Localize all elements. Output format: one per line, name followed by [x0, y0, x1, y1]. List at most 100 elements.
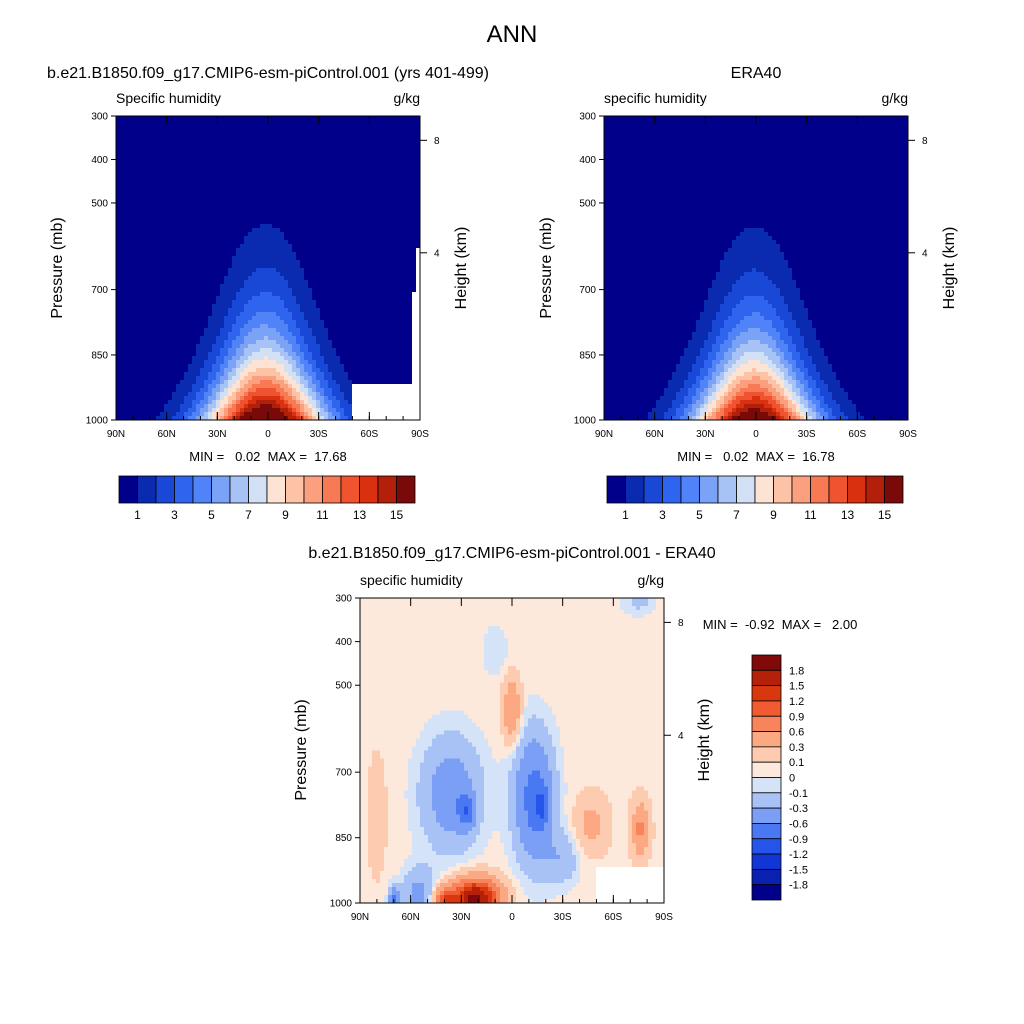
heatmap-cell [384, 144, 389, 149]
heatmap-cell [128, 236, 133, 241]
heatmap-cell [260, 272, 265, 277]
heatmap-cell [328, 304, 333, 309]
heatmap-cell [212, 280, 217, 285]
heatmap-cell [356, 164, 361, 169]
heatmap-cell [144, 256, 149, 261]
heatmap-cell [336, 244, 341, 249]
heatmap-cell [396, 292, 401, 297]
heatmap-cell [184, 320, 189, 325]
heatmap-cell [156, 224, 161, 229]
heatmap-cell [344, 368, 349, 373]
heatmap-cell [180, 168, 185, 173]
heatmap-cell [336, 264, 341, 269]
panel-model-plot [116, 116, 420, 420]
heatmap-cell [364, 292, 369, 297]
heatmap-cell [368, 248, 373, 253]
heatmap-cell [272, 272, 277, 277]
heatmap-cell [412, 244, 417, 249]
heatmap-cell [236, 256, 241, 261]
heatmap-cell [124, 236, 129, 241]
heatmap-cell [212, 328, 217, 333]
heatmap-cell [236, 196, 241, 201]
heatmap-cell [140, 192, 145, 197]
heatmap-cell [204, 332, 209, 337]
heatmap-cell [216, 296, 221, 301]
heatmap-cell [252, 136, 257, 141]
heatmap-cell [364, 164, 369, 169]
heatmap-cell [160, 328, 165, 333]
heatmap-cell [268, 188, 273, 193]
heatmap-cell [332, 220, 337, 225]
heatmap-cell [364, 304, 369, 309]
heatmap-cell [120, 316, 125, 321]
heatmap-cell [204, 308, 209, 313]
heatmap-cell [352, 348, 357, 353]
heatmap-cell [132, 364, 137, 369]
heatmap-cell [272, 224, 277, 229]
heatmap-cell [328, 160, 333, 165]
heatmap-cell [388, 180, 393, 185]
heatmap-cell [228, 260, 233, 265]
heatmap-cell [304, 276, 309, 281]
heatmap-cell [284, 368, 289, 373]
heatmap-cell [228, 272, 233, 277]
heatmap-cell [136, 224, 141, 229]
heatmap-cell [332, 336, 337, 341]
heatmap-cell [280, 288, 285, 293]
heatmap-cell [152, 164, 157, 169]
heatmap-cell [340, 212, 345, 217]
heatmap-cell [260, 276, 265, 281]
heatmap-cell [276, 280, 281, 285]
heatmap-cell [152, 152, 157, 157]
heatmap-cell [184, 120, 189, 125]
heatmap-cell [320, 228, 325, 233]
heatmap-cell [240, 144, 245, 149]
heatmap-cell [400, 176, 405, 181]
heatmap-cell [124, 348, 129, 353]
heatmap-cell [176, 204, 181, 209]
heatmap-cell [384, 164, 389, 169]
heatmap-cell [344, 340, 349, 345]
heatmap-cell [360, 176, 365, 181]
heatmap-cell [256, 288, 261, 293]
heatmap-cell [132, 116, 137, 121]
heatmap-cell [288, 204, 293, 209]
heatmap-cell [132, 284, 137, 289]
heatmap-cell [364, 144, 369, 149]
heatmap-cell [340, 136, 345, 141]
heatmap-cell [324, 204, 329, 209]
heatmap-cell [356, 340, 361, 345]
heatmap-cell [188, 280, 193, 285]
heatmap-cell [416, 268, 420, 273]
heatmap-cell [116, 340, 121, 345]
heatmap-cell [192, 180, 197, 185]
heatmap-cell [132, 124, 137, 129]
heatmap-cell [288, 140, 293, 145]
heatmap-cell [188, 156, 193, 161]
heatmap-cell [356, 248, 361, 253]
heatmap-cell [288, 188, 293, 193]
heatmap-cell [372, 220, 377, 225]
heatmap-cell [252, 280, 257, 285]
heatmap-cell [144, 120, 149, 125]
heatmap-cell [244, 128, 249, 133]
heatmap-cell [216, 124, 221, 129]
heatmap-cell [412, 240, 417, 245]
heatmap-cell [236, 164, 241, 169]
heatmap-cell [372, 244, 377, 249]
heatmap-cell [244, 264, 249, 269]
heatmap-cell [360, 284, 365, 289]
heatmap-cell [392, 352, 397, 357]
heatmap-cell [180, 188, 185, 193]
heatmap-cell [320, 116, 325, 121]
heatmap-cell [216, 132, 221, 137]
heatmap-cell [380, 256, 385, 261]
heatmap-cell [368, 320, 373, 325]
heatmap-cell [120, 296, 125, 301]
heatmap-cell [360, 236, 365, 241]
heatmap-cell [304, 280, 309, 285]
heatmap-cell [244, 144, 249, 149]
heatmap-cell [416, 176, 420, 181]
heatmap-cell [192, 292, 197, 297]
heatmap-cell [252, 300, 257, 305]
